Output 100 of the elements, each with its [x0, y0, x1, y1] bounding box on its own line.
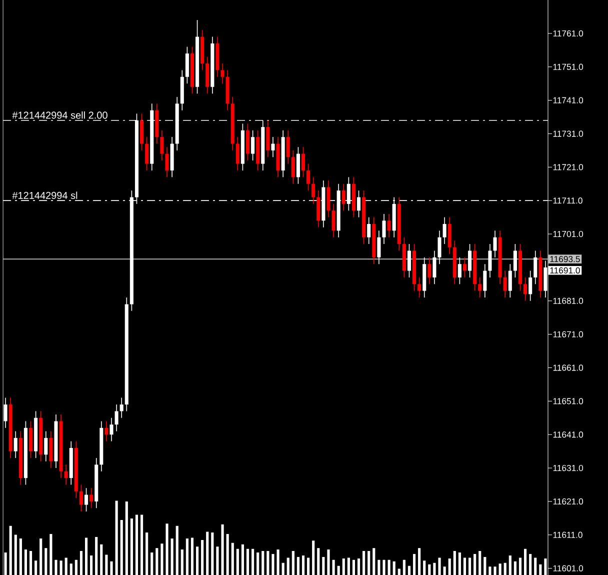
- bar: [488, 566, 492, 575]
- ref-line-label: #121442994 sl: [12, 192, 78, 199]
- bar: [317, 548, 320, 575]
- bar: [478, 551, 482, 575]
- candlestick: [44, 430, 48, 462]
- candlestick: [301, 146, 306, 178]
- candlestick: [432, 250, 436, 285]
- bar: [296, 556, 300, 575]
- y-tick-label: 11721.0: [553, 164, 584, 170]
- y-tick-label: 11621.0: [553, 498, 584, 505]
- y-tick-label: 11751.0: [553, 64, 584, 70]
- candlestick: [342, 183, 346, 212]
- candlestick: [140, 113, 144, 151]
- bar: [231, 542, 234, 575]
- bar: [54, 560, 58, 575]
- bar: [402, 560, 406, 575]
- bar: [201, 540, 204, 575]
- bar: [443, 566, 446, 575]
- bar: [438, 558, 441, 575]
- bar: [105, 554, 108, 575]
- bar: [166, 524, 168, 575]
- candlestick: [306, 163, 310, 191]
- candlestick: [442, 216, 446, 244]
- bar: [534, 558, 537, 575]
- bar: [494, 566, 496, 575]
- y-tick-label: 11681.0: [553, 298, 584, 304]
- bar: [423, 560, 426, 575]
- candlestick: [528, 270, 532, 302]
- bar: [206, 532, 209, 575]
- y-tick-label: 11641.0: [553, 432, 584, 438]
- bar: [241, 544, 244, 575]
- candlestick: [488, 244, 492, 278]
- candlestick: [312, 176, 316, 204]
- bar: [463, 558, 466, 575]
- candlestick: [64, 464, 68, 486]
- y-tick-label: 11731.0: [553, 130, 584, 137]
- candlestick: [332, 204, 336, 238]
- bar: [312, 540, 315, 575]
- candlestick: [220, 63, 224, 84]
- bar: [286, 558, 290, 575]
- bar: [80, 551, 83, 575]
- bar: [433, 562, 436, 575]
- bar: [216, 546, 219, 575]
- bar: [372, 548, 376, 575]
- bar: [130, 518, 133, 575]
- bar: [14, 534, 17, 575]
- candlestick: [478, 277, 482, 298]
- bar: [24, 550, 27, 575]
- bar: [90, 555, 93, 575]
- bar: [347, 558, 350, 575]
- bar: [44, 548, 48, 575]
- bar: [362, 551, 366, 575]
- candlestick: [266, 120, 270, 158]
- candlestick: [114, 404, 118, 432]
- bar: [40, 538, 42, 575]
- bar: [190, 538, 194, 575]
- candlestick: [508, 264, 512, 298]
- bar: [504, 562, 506, 575]
- candlestick: [448, 216, 452, 254]
- candlestick: [407, 244, 411, 278]
- bar: [529, 554, 532, 575]
- bar: [266, 551, 270, 575]
- candlestick: [493, 230, 497, 258]
- bar: [302, 555, 305, 575]
- y-tick-label: 11651.0: [553, 398, 584, 404]
- candlestick: [316, 190, 320, 228]
- bar: [140, 514, 144, 575]
- bar: [34, 560, 38, 575]
- bar: [9, 526, 12, 575]
- ref-line-label: #121442994 sell 2.00: [12, 111, 108, 119]
- bar: [398, 568, 400, 575]
- bar: [211, 532, 214, 575]
- bar: [19, 538, 22, 575]
- bar: [256, 552, 260, 575]
- bar: [50, 534, 52, 575]
- bar: [246, 548, 250, 575]
- bar: [221, 524, 224, 575]
- bar: [74, 560, 78, 575]
- candlestick: [286, 130, 290, 164]
- bar: [236, 548, 239, 575]
- candlestick: [291, 150, 295, 184]
- bar: [170, 538, 174, 575]
- y-tick-label: 11671.0: [553, 331, 584, 338]
- candlestick: [438, 230, 442, 264]
- candlestick: [483, 264, 487, 298]
- text: 11691.0: [550, 267, 580, 274]
- bar: [180, 550, 184, 575]
- bar: [262, 551, 264, 575]
- candlestick: [49, 430, 53, 468]
- bar: [468, 558, 472, 575]
- bar: [176, 526, 178, 575]
- bar: [514, 561, 516, 575]
- bar: [307, 558, 310, 575]
- bar: [272, 554, 274, 575]
- candlestick: [377, 230, 381, 264]
- candlestick: [110, 417, 114, 442]
- bar: [539, 564, 542, 575]
- bar: [125, 501, 128, 575]
- candlestick: [382, 214, 386, 244]
- bar: [337, 566, 340, 575]
